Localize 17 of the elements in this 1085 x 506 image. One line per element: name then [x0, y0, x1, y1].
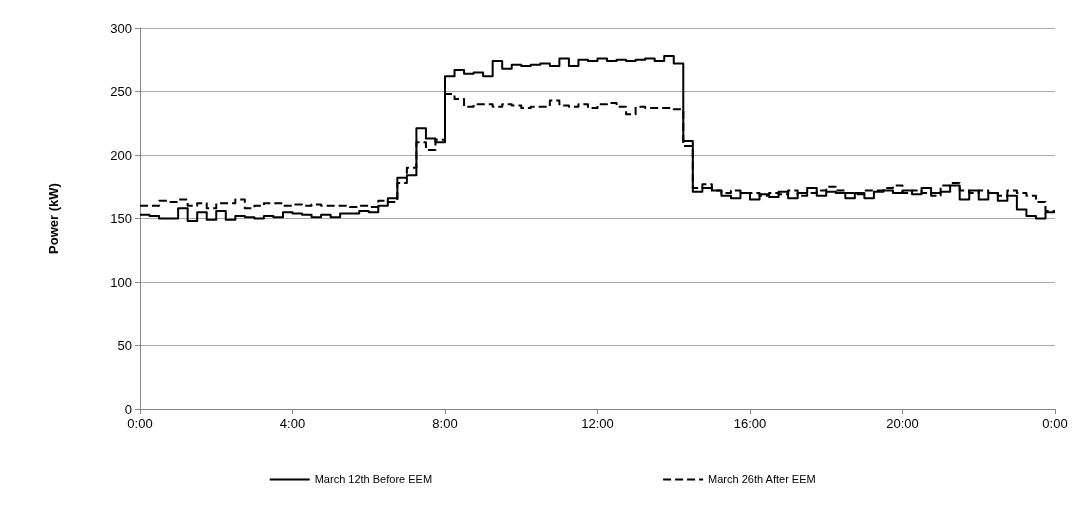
x-tick-label: 20:00: [886, 416, 919, 431]
legend-label: March 26th After EEM: [708, 473, 816, 486]
y-axis-title: Power (kW): [46, 183, 61, 254]
x-tick-label: 0:00: [127, 416, 153, 431]
y-tick-label: 200: [110, 147, 132, 163]
y-tick-label: 250: [110, 84, 132, 99]
x-tick-label: 4:00: [279, 416, 306, 431]
y-tick-label: 0: [124, 401, 132, 417]
legend-label: March 12th Before EEM: [314, 473, 433, 486]
y-tick-label: 50: [117, 338, 132, 353]
x-tick-label: 8:00: [432, 416, 458, 431]
y-tick-label: 100: [110, 274, 132, 290]
x-tick-label: 0:00: [1042, 416, 1068, 431]
y-tick-label: 150: [110, 211, 132, 226]
x-tick-label: 12:00: [581, 416, 614, 431]
x-tick-label: 16:00: [733, 416, 767, 431]
y-tick-label: 300: [110, 20, 132, 36]
